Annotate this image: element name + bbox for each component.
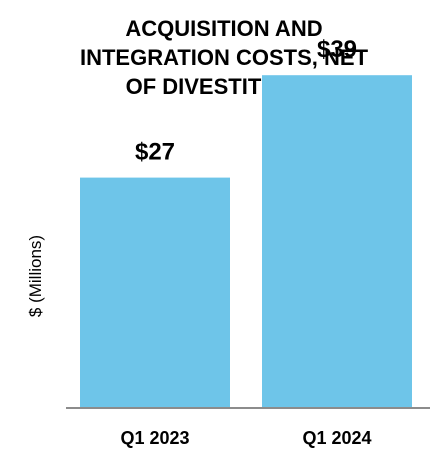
tick-labels-group: Q1 2023 Q1 2024: [120, 428, 371, 448]
chart-title-line-1: ACQUISITION AND: [125, 16, 322, 41]
bars-group: [80, 75, 412, 408]
bar-q1-2024: [262, 75, 412, 408]
x-tick-label-q1-2024: Q1 2024: [302, 428, 371, 448]
data-label-q1-2024: $39: [317, 36, 357, 63]
chart-title-line-2: INTEGRATION COSTS, NET: [80, 45, 369, 70]
value-labels-group: $27 $39: [135, 36, 357, 165]
y-axis-label: $ (Millions): [26, 235, 45, 317]
x-tick-label-q1-2023: Q1 2023: [120, 428, 189, 448]
data-label-q1-2023: $27: [135, 139, 175, 166]
bar-q1-2023: [80, 177, 230, 408]
